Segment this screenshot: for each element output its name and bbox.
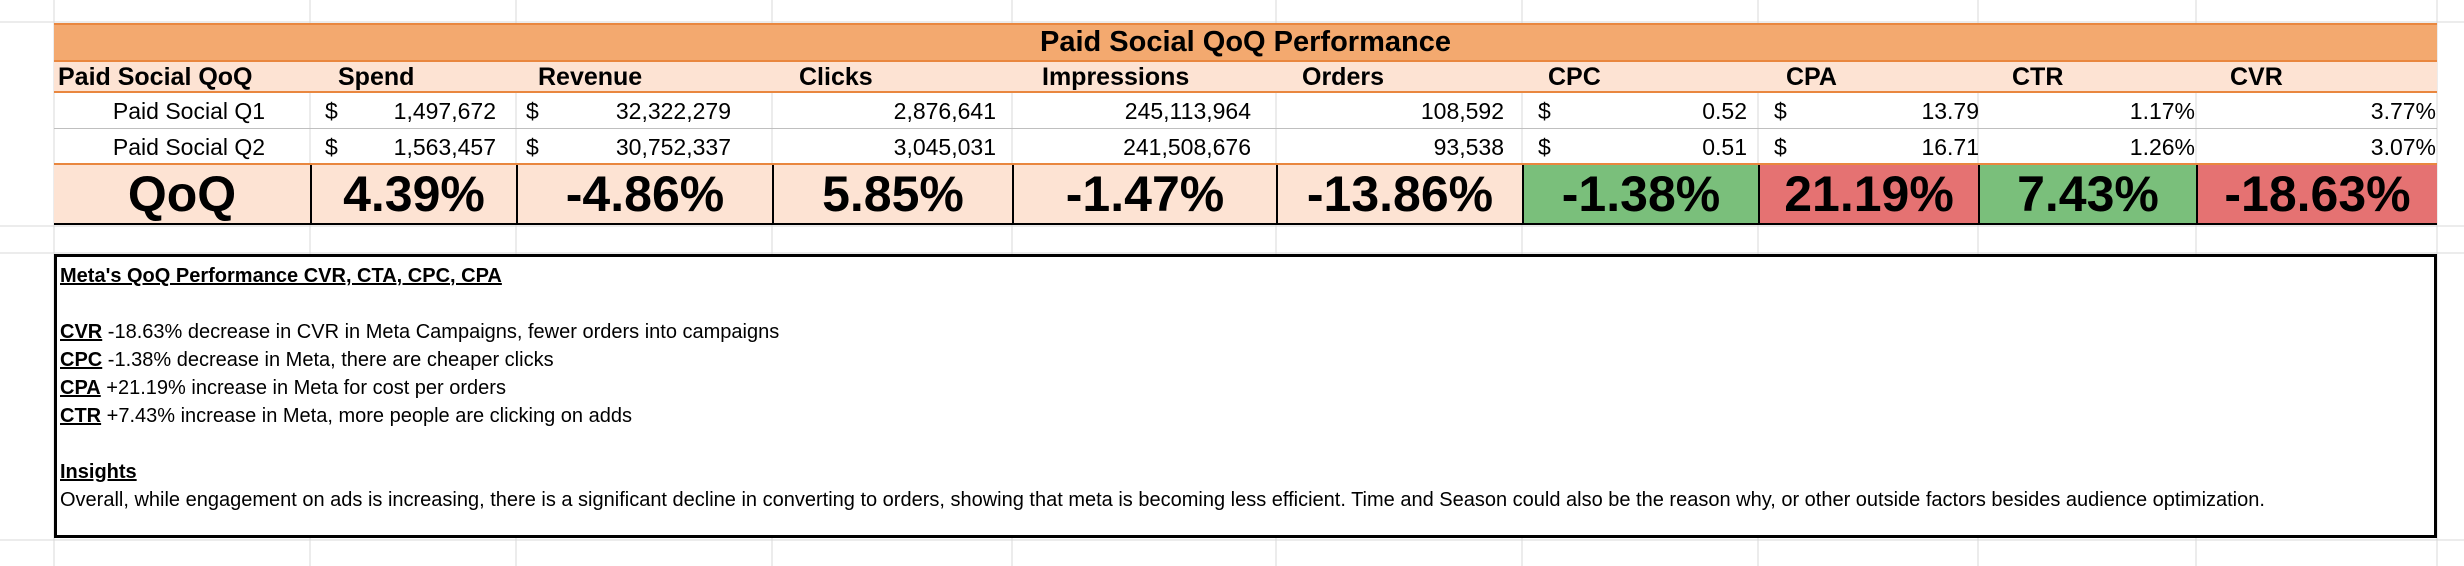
spacer [60,430,2431,458]
note-line-cvr: CVR -18.63% decrease in CVR in Meta Camp… [60,318,2431,346]
note-line-cpc: CPC -1.38% decrease in Meta, there are c… [60,346,2431,374]
table-title: Paid Social QoQ Performance [54,23,2437,62]
note-key: CTR [60,405,102,427]
qoq-cvr: -18.63% [2196,165,2437,223]
orders-value: 93,538 [1433,134,1504,160]
row-label: Paid Social Q2 [112,134,266,160]
spend-currency: $ [325,98,338,124]
spend-value: 1,497,672 [393,98,496,124]
col-header-orders: Orders [1302,63,1384,91]
spend-value: 1,563,457 [393,134,496,160]
col-header-impressions: Impressions [1042,63,1190,91]
row-label: Paid Social Q1 [112,98,266,124]
qoq-ctr: 7.43% [1978,165,2196,223]
table-row: Paid Social Q2 $ 1,563,457 $ 30,752,337 … [54,129,2437,165]
qoq-revenue: -4.86% [516,165,772,223]
col-header-cpc: CPC [1548,63,1601,91]
note-key: CVR [60,321,103,343]
revenue-value: 32,322,279 [615,98,731,124]
col-header-cvr: CVR [2230,63,2283,91]
qoq-spend: 4.39% [310,165,516,223]
ctr-value: 1.17% [2129,98,2195,124]
note-text: +7.43% increase in Meta, more people are… [101,405,632,427]
clicks-value: 2,876,641 [893,98,996,124]
cpc-value: 0.52 [1702,98,1747,124]
cpc-value: 0.51 [1702,134,1747,160]
clicks-value: 3,045,031 [893,134,996,160]
insights-heading: Insights [60,461,137,483]
col-header-ctr: CTR [2012,63,2064,91]
table-row: Paid Social Q1 $ 1,497,672 $ 32,322,279 … [54,93,2437,129]
cpa-value: 16.71 [1921,134,1979,160]
note-text: +21.19% increase in Meta for cost per or… [100,377,506,399]
impressions-value: 245,113,964 [1124,98,1251,124]
insights-text: Overall, while engagement on ads is incr… [60,489,2265,511]
orders-value: 108,592 [1420,98,1504,124]
note-key: CPC [60,349,103,371]
cpc-currency: $ [1538,134,1551,160]
note-text: -18.63% decrease in CVR in Meta Campaign… [102,321,780,343]
revenue-currency: $ [526,134,539,160]
col-header-paid-social-qoq: Paid Social QoQ [58,63,253,91]
impressions-value: 241,508,676 [1123,134,1251,160]
spend-currency: $ [325,134,338,160]
cpa-currency: $ [1774,98,1787,124]
revenue-currency: $ [526,98,539,124]
cpa-value: 13.79 [1921,98,1979,124]
cpa-currency: $ [1774,134,1787,160]
qoq-label: QoQ [54,165,310,223]
cvr-value: 3.77% [2370,98,2436,124]
note-key: CPA [60,377,101,399]
qoq-row: QoQ 4.39% -4.86% 5.85% -1.47% -13.86% -1… [54,165,2437,225]
notes-heading: Meta's QoQ Performance CVR, CTA, CPC, CP… [60,265,502,287]
col-header-revenue: Revenue [538,63,643,91]
col-header-cpa: CPA [1786,63,1837,91]
note-line-cpa: CPA +21.19% increase in Meta for cost pe… [60,374,2431,402]
col-header-clicks: Clicks [799,63,873,91]
qoq-orders: -13.86% [1276,165,1522,223]
cpc-currency: $ [1538,98,1551,124]
notes-box: Meta's QoQ Performance CVR, CTA, CPC, CP… [54,254,2437,538]
note-text: -1.38% decrease in Meta, there are cheap… [102,349,554,371]
cvr-value: 3.07% [2370,134,2436,160]
col-header-spend: Spend [338,63,415,91]
spacer [60,290,2431,318]
qoq-clicks: 5.85% [772,165,1012,223]
revenue-value: 30,752,337 [615,134,731,160]
qoq-cpc: -1.38% [1522,165,1758,223]
qoq-cpa: 21.19% [1758,165,1978,223]
header-row: Paid Social QoQ Spend Revenue Clicks Imp… [54,62,2437,93]
ctr-value: 1.26% [2129,134,2195,160]
note-line-ctr: CTR +7.43% increase in Meta, more people… [60,402,2431,430]
qoq-impressions: -1.47% [1012,165,1276,223]
